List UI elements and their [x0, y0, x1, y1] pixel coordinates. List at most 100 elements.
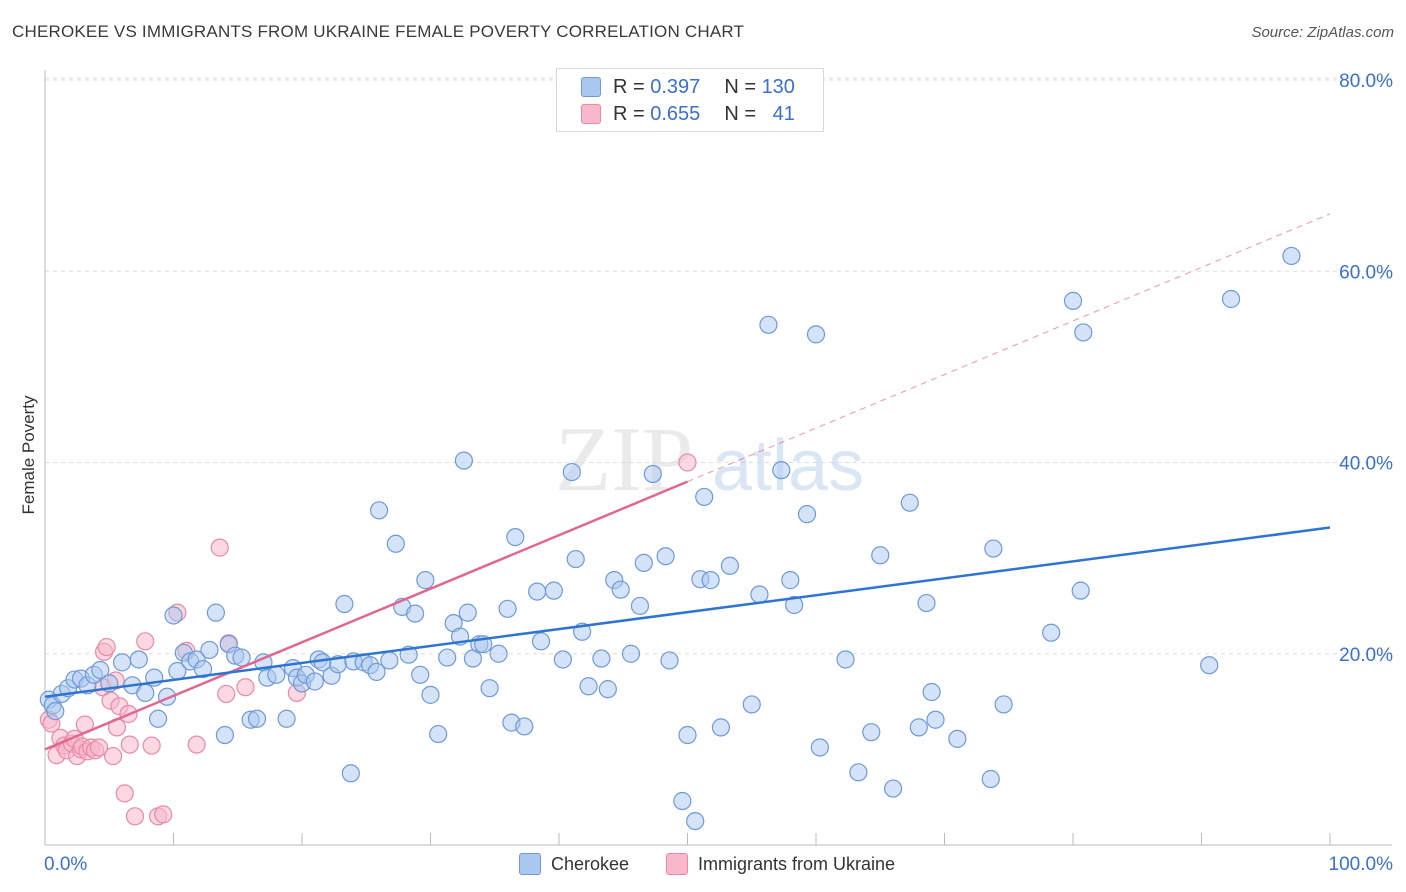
ukraine-point	[210, 538, 229, 557]
n-label: N =	[724, 102, 756, 125]
cherokee-point	[544, 581, 563, 600]
cherokee-point	[592, 649, 611, 668]
cherokee-point	[335, 594, 354, 614]
ukraine-point	[217, 684, 236, 704]
cherokee-point	[515, 717, 534, 736]
cherokee-point	[701, 571, 720, 590]
r-value: 0.397	[650, 75, 701, 98]
r-value: 0.655	[650, 102, 701, 125]
cherokee-point	[454, 451, 474, 470]
cherokee-point	[695, 487, 714, 507]
cherokee-point	[634, 553, 653, 573]
n-label: N =	[724, 75, 756, 98]
y-tick-label: 60.0%	[1339, 262, 1393, 283]
cherokee-point	[562, 462, 581, 482]
cherokee-point	[797, 505, 817, 524]
cherokee-point	[305, 672, 324, 691]
n-value: 130	[761, 75, 795, 98]
cherokee-point	[91, 660, 110, 680]
y-tick-label: 80.0%	[1339, 71, 1393, 92]
cherokee-point	[772, 461, 791, 480]
y-tick-label: 20.0%	[1339, 645, 1393, 666]
stats-row-cherokee: R = 0.397 N = 130	[581, 74, 795, 100]
cherokee-point	[926, 710, 945, 729]
cherokee-point	[720, 556, 740, 575]
ukraine-point	[97, 637, 116, 657]
cherokee-point	[416, 571, 435, 590]
cherokee-point	[566, 549, 585, 569]
y-tick-label: 40.0%	[1339, 454, 1393, 475]
cherokee-point	[215, 725, 234, 745]
cherokee-point	[994, 695, 1013, 714]
cherokee-point	[405, 604, 425, 623]
cherokee-point	[129, 650, 148, 669]
cherokee-point	[806, 325, 826, 344]
cherokee-point	[489, 644, 508, 663]
x-tick-label: 0.0%	[44, 854, 87, 875]
cherokee-point	[480, 679, 499, 698]
cherokee-point	[678, 725, 697, 745]
cherokee-point	[984, 539, 1003, 558]
cherokee-legend-swatch	[519, 853, 541, 875]
cherokee-point	[673, 791, 692, 811]
cherokee-point	[883, 779, 903, 798]
tick-labels: 20.0% 40.0% 60.0% 80.0% 0.0% 100.0%	[44, 71, 1393, 875]
cherokee-point	[386, 534, 405, 553]
cherokee-point	[981, 769, 1000, 789]
ukraine-point	[125, 807, 145, 826]
cherokee-point	[136, 683, 155, 703]
cherokee-point	[1071, 581, 1090, 600]
ukraine-point	[154, 805, 173, 824]
ukraine-trend-line	[44, 480, 688, 751]
cherokee-point	[750, 585, 769, 604]
cherokee-trend-line	[44, 526, 1331, 699]
ukraine-point	[236, 678, 255, 697]
watermark-zip: ZIP	[555, 408, 693, 510]
cherokee-point	[112, 653, 132, 672]
cherokee-point	[759, 315, 778, 334]
cherokee-point	[531, 632, 551, 651]
cherokee-point	[506, 527, 525, 547]
cherokee-point	[1221, 289, 1241, 309]
cherokee-point	[948, 729, 967, 748]
stats-row-ukraine: R = 0.655 N = 41	[581, 101, 795, 127]
cherokee-point	[598, 680, 617, 699]
r-label: R =	[613, 102, 645, 125]
x-tick-label: 100.0%	[1329, 854, 1394, 875]
cherokee-point	[458, 603, 477, 622]
cherokee-swatch	[581, 77, 601, 97]
cherokee-point	[528, 582, 547, 601]
ukraine-trend-extension	[687, 213, 1331, 483]
cherokee-point	[46, 702, 65, 721]
cherokee-point	[686, 811, 705, 831]
source-label: Source: ZipAtlas.com	[1251, 24, 1394, 41]
cherokee-point	[643, 464, 662, 484]
cherokee-point	[579, 677, 598, 696]
cherokee-point	[421, 685, 440, 704]
cherokee-point	[660, 651, 679, 670]
cherokee-point	[148, 709, 168, 728]
ukraine-point	[678, 453, 697, 472]
legend-item-cherokee[interactable]: Cherokee	[519, 850, 629, 878]
cherokee-point	[1063, 291, 1083, 310]
legend-label: Immigrants from Ukraine	[698, 853, 896, 874]
cherokee-point	[438, 648, 457, 667]
cherokee-point	[900, 493, 919, 512]
cherokee-point	[206, 603, 226, 622]
cherokee-point	[341, 764, 360, 783]
cherokee-point	[193, 659, 213, 679]
legend-item-ukraine[interactable]: Immigrants from Ukraine	[666, 850, 895, 878]
cherokee-point	[742, 695, 761, 714]
cherokee-point	[917, 593, 936, 613]
legend-label: Cherokee	[551, 853, 630, 874]
n-value: 41	[772, 102, 795, 125]
cherokee-point	[862, 723, 881, 742]
cherokee-point	[1282, 246, 1301, 266]
cherokee-point	[200, 640, 219, 660]
cherokee-point	[909, 718, 928, 737]
ukraine-point	[89, 738, 109, 757]
ukraine-point	[120, 735, 139, 754]
cherokee-point	[164, 606, 183, 625]
y-axis-label: Female Poverty	[19, 395, 38, 515]
